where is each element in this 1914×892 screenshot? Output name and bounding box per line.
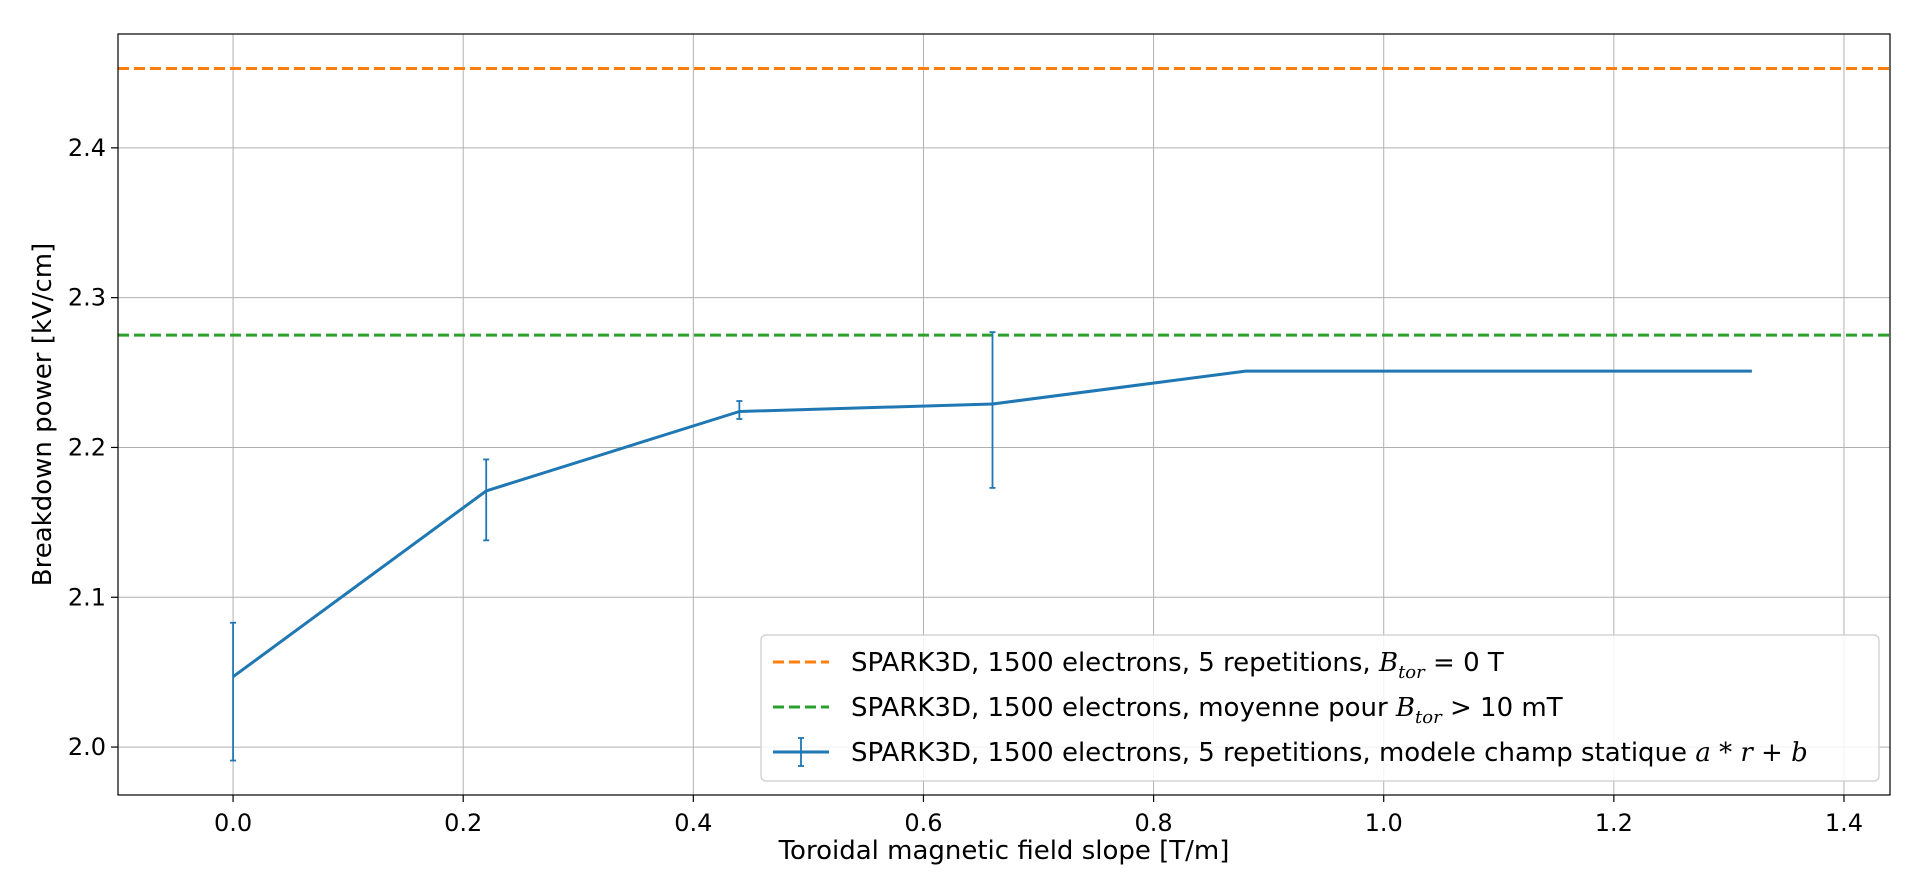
x-axis-label: Toroidal magnetic field slope [T/m]: [778, 836, 1230, 866]
legend-math-var: B: [1378, 648, 1398, 678]
legend: SPARK3D, 1500 electrons, 5 repetitions, …: [760, 634, 1880, 782]
y-tick-label: 2.4: [68, 134, 106, 162]
plot-area-frame: [117, 33, 1891, 796]
x-tick-label: 0.8: [1134, 809, 1172, 837]
y-tick-label: 2.3: [68, 284, 106, 312]
reference-lines: [118, 66, 1890, 337]
grid: [118, 34, 1890, 795]
legend-text-part: SPARK3D, 1500 electrons, moyenne pour: [851, 693, 1396, 723]
legend-text-part: SPARK3D, 1500 electrons, 5 repetitions,: [851, 648, 1379, 678]
x-tick-label: 1.2: [1595, 809, 1633, 837]
legend-math-expr: a * r + b: [1695, 738, 1807, 768]
legend-label: SPARK3D, 1500 electrons, 5 repetitions, …: [851, 738, 1808, 768]
legend-math-sub: tor: [1398, 662, 1426, 683]
x-tick-label: 1.0: [1365, 809, 1403, 837]
legend-text-part: = 0 T: [1425, 648, 1504, 678]
legend-text-part: > 10 mT: [1442, 693, 1563, 723]
y-tick-label: 2.1: [68, 583, 106, 611]
legend-label: SPARK3D, 1500 electrons, 5 repetitions, …: [851, 648, 1504, 683]
x-tick-label: 1.4: [1825, 809, 1863, 837]
y-tick-label: 2.2: [68, 433, 106, 461]
legend-label: SPARK3D, 1500 electrons, moyenne pour Bt…: [851, 693, 1563, 728]
y-axis-ticks: 2.0 2.1 2.2 2.3 2.4: [68, 134, 118, 761]
legend-math-var: B: [1395, 693, 1415, 723]
legend-math-sub: tor: [1415, 707, 1443, 728]
y-tick-label: 2.0: [68, 733, 106, 761]
x-tick-label: 0.0: [214, 809, 252, 837]
x-tick-label: 0.4: [674, 809, 712, 837]
data-series: [230, 331, 1752, 762]
x-tick-label: 0.2: [444, 809, 482, 837]
legend-box: [760, 634, 1880, 782]
x-tick-label: 0.6: [904, 809, 942, 837]
legend-text-part: SPARK3D, 1500 electrons, 5 repetitions, …: [851, 738, 1695, 768]
y-axis-label: Breakdown power [kV/cm]: [28, 243, 58, 587]
x-axis-ticks: 0.0 0.2 0.4 0.6 0.8 1.0 1.2 1.4: [214, 795, 1863, 837]
